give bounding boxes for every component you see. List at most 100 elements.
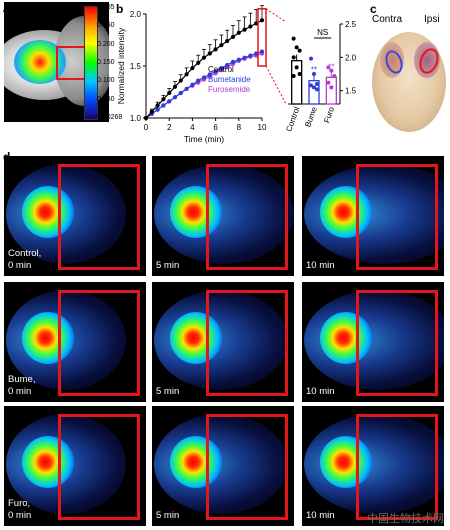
bar-dot [326, 65, 331, 70]
series-point [236, 57, 241, 62]
colorbar-ticks: 0.305 0.250 0.200 0.150 0.100 0.050 0.00268 [97, 4, 137, 122]
highlight-box [257, 8, 267, 67]
series-point [161, 97, 166, 102]
time-label: 5 min [156, 260, 180, 271]
series-point [242, 27, 247, 32]
legend-entry: Furosemide [208, 85, 251, 94]
signal-hotspot [170, 312, 222, 364]
series-point [219, 43, 224, 48]
series-point [143, 115, 149, 121]
bar-dot [315, 87, 319, 92]
signal-hotspot [170, 186, 222, 238]
series-point [196, 60, 201, 65]
bar-category-label: Bume [303, 105, 319, 128]
roi-box [58, 414, 140, 520]
series-point [167, 90, 172, 96]
roi-box [206, 414, 288, 520]
series-point [201, 75, 207, 80]
time-label: 10 min [306, 260, 335, 271]
bar-dot [297, 72, 302, 76]
roi-box [56, 46, 86, 80]
series-line [145, 19, 263, 119]
series-point [219, 65, 224, 71]
x-tick-label: 8 [237, 123, 242, 132]
condition-label: Control, 0 min [8, 248, 42, 271]
time-label: 10 min [306, 510, 335, 521]
series-point [190, 82, 195, 87]
bar-category-label: Furo [322, 105, 336, 124]
series-point [196, 78, 201, 83]
roi-box [58, 164, 140, 270]
x-tick-label: 0 [144, 123, 149, 132]
colorbar-tick: 0.050 [97, 95, 115, 103]
series-point [155, 107, 160, 112]
series-point [184, 72, 189, 77]
x-tick-label: 6 [213, 123, 218, 132]
series-point [149, 109, 154, 114]
bar-dot [332, 74, 337, 78]
roi-box [206, 164, 288, 270]
fluorescence-image: 5 min [152, 282, 294, 402]
fluorescence-image: 5 min [152, 406, 294, 526]
bar-dot [312, 85, 316, 90]
y-axis-label: Normalized intensity [116, 27, 126, 104]
condition-label: Furo, 0 min [8, 498, 32, 521]
fluorescence-image: 5 min [152, 156, 294, 276]
panel-label-b: b [116, 2, 124, 16]
fluorescence-image: Furo, 0 min [4, 406, 146, 526]
series-point [254, 51, 259, 56]
x-tick-label: 4 [190, 123, 195, 132]
bar-dot [294, 65, 299, 70]
colorbar-tick: 0.200 [97, 40, 115, 48]
bar-dot [312, 72, 316, 76]
series-point [201, 55, 207, 60]
highlight-connector [265, 8, 287, 23]
x-axis-label: Time (min) [184, 134, 224, 144]
bar-y-tick-label: 2.0 [345, 53, 357, 62]
colorbar-tick: 0.250 [97, 22, 115, 30]
roi-box [356, 290, 438, 396]
signal-hotspot [170, 436, 222, 488]
roi-box [206, 290, 288, 396]
series-point [242, 55, 247, 60]
bar-category-label: Control [284, 105, 301, 133]
ipsi-label: Ipsi [424, 14, 440, 25]
sig-label: ** [328, 62, 334, 71]
colorbar [84, 6, 98, 120]
time-label: 5 min [156, 510, 180, 521]
time-label: 5 min [156, 386, 180, 397]
legend-entry: Control [208, 65, 234, 74]
series-point [178, 90, 183, 96]
condition-label: Bume, 0 min [8, 374, 36, 397]
x-tick-label: 2 [167, 123, 172, 132]
ns-label: NS [317, 28, 328, 37]
bar-y-tick-label: 2.5 [345, 20, 357, 29]
x-tick-label: 10 [258, 123, 267, 132]
series-point [178, 78, 183, 83]
y-tick-label: 1.0 [130, 114, 142, 123]
series-point [167, 99, 172, 104]
roi-box [356, 414, 438, 520]
bar-dot [309, 83, 313, 88]
colorbar-tick: 0.100 [97, 77, 115, 85]
fluorescence-image: Control, 0 min [4, 156, 146, 276]
colorbar-tick: 0.305 [97, 4, 115, 11]
brain-photo [370, 28, 448, 138]
bar-dot [297, 48, 302, 53]
series-point [248, 53, 253, 58]
series-point [172, 95, 178, 100]
signal-hotspot [22, 312, 74, 364]
bar-dot [291, 74, 296, 78]
bar-dot [291, 55, 296, 60]
series-point [254, 21, 259, 26]
series-point [236, 30, 241, 35]
panel-b-chart: 1.0 1.5 2.0 0 2 4 6 8 10 Time (min) Normalized int… [116, 5, 357, 144]
sig-label: ** [311, 66, 317, 75]
signal-hotspot [22, 186, 74, 238]
fluorescence-image: Bume, 0 min [4, 282, 146, 402]
contra-label: Contra [372, 14, 403, 25]
series-point [184, 86, 189, 91]
fluorescence-image: 10 min [302, 156, 444, 276]
series-point [172, 84, 178, 89]
series-point [213, 69, 218, 74]
